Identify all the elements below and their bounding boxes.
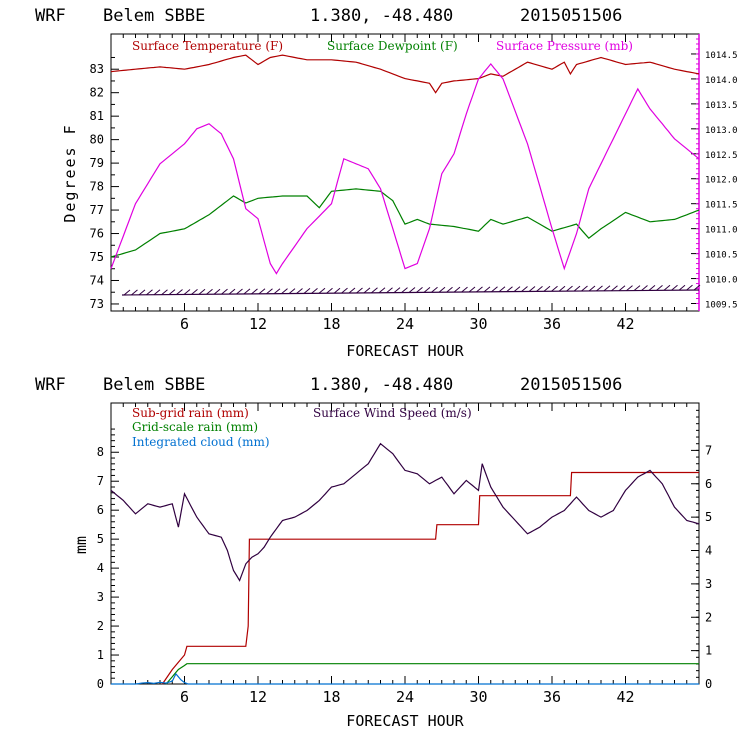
x-axis-ticks: 6 12 18 24 30 36 42 xyxy=(122,403,688,706)
series-line xyxy=(110,54,700,94)
panel-precipitation: WRF Belem SBBE 1.380, -48.480 2015051506… xyxy=(35,375,712,730)
x-tick-label: 18 xyxy=(322,688,340,706)
y-axis-left-label: mm xyxy=(72,536,90,554)
header-model: WRF xyxy=(35,6,66,26)
legend-pressure: Surface Pressure (mb) xyxy=(496,39,633,53)
x-tick-label: 36 xyxy=(543,315,561,333)
series-line xyxy=(161,471,699,685)
y-tick-label: 74 xyxy=(90,273,104,287)
header-station: Belem SBBE xyxy=(103,6,205,26)
plot-frame xyxy=(110,33,700,312)
y-tick-label: 3 xyxy=(97,590,104,604)
x-tick-label: 36 xyxy=(543,688,561,706)
y-axis-left-ticks: 73 74 75 76 77 78 79 80 81 82 83 xyxy=(90,56,119,311)
y-tick-label: 0 xyxy=(97,677,104,691)
x-tick-label: 30 xyxy=(469,315,487,333)
y-tick-label: 4 xyxy=(97,561,104,575)
wind-barbs xyxy=(121,284,701,296)
x-tick-label: 42 xyxy=(616,688,634,706)
x-axis-ticks: 6 12 18 24 30 36 42 xyxy=(122,34,688,333)
x-tick-label: 24 xyxy=(396,688,414,706)
series-line xyxy=(110,62,700,275)
x-tick-label: 12 xyxy=(249,688,267,706)
y-right-tick-label: 5 xyxy=(705,510,712,524)
series-line xyxy=(110,442,700,582)
y-tick-label: 2 xyxy=(97,619,104,633)
y-right-tick-label: 1014.0 xyxy=(705,76,738,86)
y-axis-left-ticks: 0 1 2 3 4 5 6 7 8 xyxy=(97,428,119,691)
y-right-tick-label: 1014.5 xyxy=(705,51,738,61)
header-coords: 1.380, -48.480 xyxy=(310,6,453,26)
y-tick-label: 5 xyxy=(97,532,104,546)
header-init: 2015051506 xyxy=(520,6,622,26)
y-tick-label: 7 xyxy=(97,474,104,488)
y-right-tick-label: 7 xyxy=(705,443,712,457)
legend-temperature: Surface Temperature (F) xyxy=(132,39,283,53)
legend-gridscale-rain: Grid-scale rain (mm) xyxy=(132,420,258,434)
header-init: 2015051506 xyxy=(520,375,622,395)
y-tick-label: 77 xyxy=(90,203,104,217)
legend: Sub-grid rain (mm) Grid-scale rain (mm) … xyxy=(132,406,472,449)
y-right-tick-label: 1010.5 xyxy=(705,251,738,261)
legend-subgrid-rain: Sub-grid rain (mm) xyxy=(132,406,249,420)
y-tick-label: 82 xyxy=(90,86,104,100)
y-tick-label: 81 xyxy=(90,109,104,123)
y-right-tick-label: 1013.5 xyxy=(705,101,738,111)
x-axis-label: FORECAST HOUR xyxy=(346,712,464,730)
header-coords: 1.380, -48.480 xyxy=(310,375,453,395)
x-tick-label: 6 xyxy=(180,688,189,706)
y-tick-label: 73 xyxy=(90,297,104,311)
legend-dewpoint: Surface Dewpoint (F) xyxy=(327,39,458,53)
series-line xyxy=(111,672,699,685)
y-tick-label: 1 xyxy=(97,648,104,662)
series-layer xyxy=(110,54,700,275)
y-tick-label: 79 xyxy=(90,156,104,170)
x-tick-label: 42 xyxy=(616,315,634,333)
y-right-tick-label: 1011.5 xyxy=(705,201,738,211)
panel-temperature: WRF Belem SBBE 1.380, -48.480 2015051506… xyxy=(35,6,738,360)
y-right-tick-label: 4 xyxy=(705,544,712,558)
y-axis-right-ticks: 1009.5 1010.0 1010.5 1011.0 1011.5 1012.0 1012… xyxy=(691,38,738,311)
y-axis-left-label: Degrees F xyxy=(61,123,79,222)
y-right-tick-label: 1013.0 xyxy=(705,126,738,136)
y-right-tick-label: 6 xyxy=(705,477,712,491)
x-axis-label: FORECAST HOUR xyxy=(346,342,464,360)
y-tick-label: 83 xyxy=(90,62,104,76)
legend-wind-speed: Surface Wind Speed (m/s) xyxy=(313,406,472,420)
y-right-tick-label: 1 xyxy=(705,644,712,658)
series-line xyxy=(110,188,700,258)
y-right-tick-label: 0 xyxy=(705,677,712,691)
y-axis-right-ticks: 0 1 2 3 4 5 6 7 xyxy=(691,409,712,691)
header-model: WRF xyxy=(35,375,66,395)
legend-integrated-cloud: Integrated cloud (mm) xyxy=(132,435,270,449)
x-tick-label: 18 xyxy=(322,315,340,333)
y-tick-label: 76 xyxy=(90,227,104,241)
y-tick-label: 80 xyxy=(90,133,104,147)
y-right-tick-label: 1012.5 xyxy=(705,151,738,161)
y-right-tick-label: 1009.5 xyxy=(705,301,738,311)
series-line xyxy=(165,663,699,685)
series-layer xyxy=(110,442,700,685)
y-tick-label: 8 xyxy=(97,445,104,459)
y-right-tick-label: 1012.0 xyxy=(705,176,738,186)
x-tick-label: 12 xyxy=(249,315,267,333)
header-station: Belem SBBE xyxy=(103,375,205,395)
x-tick-label: 6 xyxy=(180,315,189,333)
y-tick-label: 78 xyxy=(90,180,104,194)
y-tick-label: 75 xyxy=(90,250,104,264)
y-right-tick-label: 3 xyxy=(705,577,712,591)
x-tick-label: 24 xyxy=(396,315,414,333)
legend: Surface Temperature (F) Surface Dewpoint… xyxy=(132,39,633,53)
x-tick-label: 30 xyxy=(469,688,487,706)
y-tick-label: 6 xyxy=(97,503,104,517)
y-right-tick-label: 1010.0 xyxy=(705,276,738,286)
y-right-tick-label: 1011.0 xyxy=(705,226,738,236)
y-right-tick-label: 2 xyxy=(705,610,712,624)
